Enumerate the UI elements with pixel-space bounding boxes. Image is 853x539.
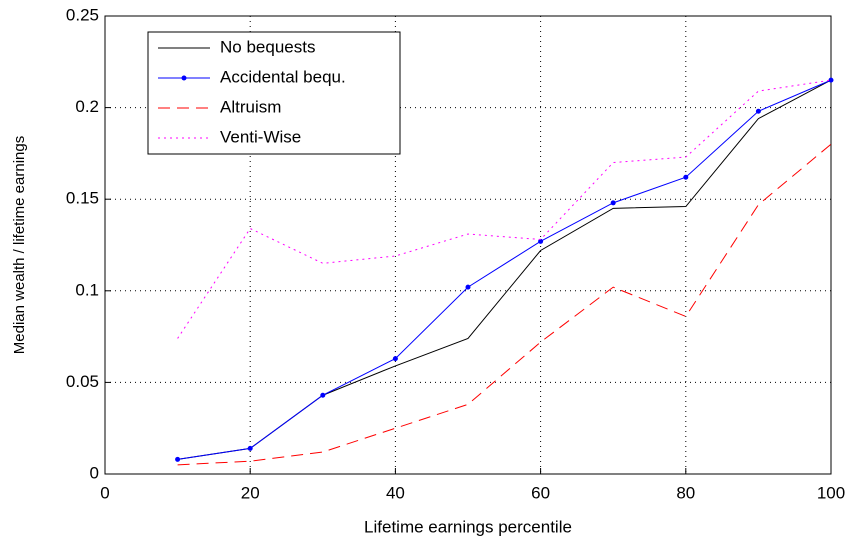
- legend-box: [147, 31, 401, 155]
- x-tick-label: 100: [817, 483, 845, 502]
- y-tick-label: 0.2: [75, 97, 99, 116]
- y-tick-label: 0: [90, 463, 99, 482]
- y-tick-label: 0.15: [66, 189, 99, 208]
- legend-label: No bequests: [220, 37, 315, 56]
- legend-label: Accidental bequ.: [220, 67, 346, 86]
- point: [175, 456, 181, 462]
- point: [828, 77, 834, 83]
- point: [392, 356, 398, 362]
- x-axis-label: Lifetime earnings percentile: [364, 517, 572, 536]
- x-tick-label: 20: [241, 483, 260, 502]
- x-tick-label: 0: [100, 483, 109, 502]
- y-tick-label: 0.05: [66, 372, 99, 391]
- point: [610, 200, 616, 206]
- point: [465, 284, 471, 290]
- plot-frame: [104, 15, 832, 475]
- point: [683, 174, 689, 180]
- point: [538, 238, 544, 244]
- series-line: [177, 79, 832, 339]
- legend-label: Venti-Wise: [220, 127, 301, 146]
- y-tick-label: 0.1: [75, 280, 99, 299]
- x-tick-label: 60: [531, 483, 550, 502]
- point: [755, 108, 761, 114]
- point: [247, 445, 253, 451]
- x-tick-label: 40: [386, 483, 405, 502]
- point: [320, 392, 326, 398]
- series-line: [177, 79, 832, 460]
- legend-marker: [181, 75, 187, 81]
- y-tick-label: 0.25: [66, 5, 99, 24]
- x-tick-label: 80: [676, 483, 695, 502]
- legend-label: Altruism: [220, 97, 281, 116]
- y-axis-label: Median wealth / lifetime earnings: [11, 136, 28, 354]
- series-line: [177, 143, 832, 466]
